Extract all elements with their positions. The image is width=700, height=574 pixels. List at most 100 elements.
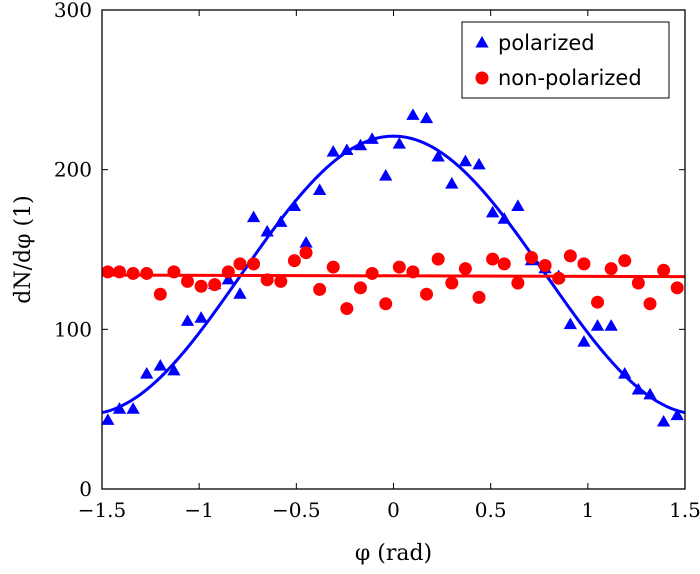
point-non-polarized bbox=[670, 281, 684, 295]
point-polarized bbox=[590, 319, 605, 331]
point-non-polarized bbox=[472, 290, 486, 304]
point-non-polarized bbox=[194, 279, 208, 293]
point-non-polarized bbox=[604, 262, 618, 276]
point-non-polarized bbox=[445, 276, 459, 290]
x-tick-label: 1.5 bbox=[669, 498, 700, 522]
point-non-polarized bbox=[497, 257, 511, 271]
point-polarized bbox=[656, 414, 671, 427]
point-polarized bbox=[287, 199, 302, 211]
point-non-polarized bbox=[420, 287, 434, 301]
point-non-polarized bbox=[233, 257, 247, 271]
point-non-polarized bbox=[299, 246, 313, 260]
point-non-polarized bbox=[287, 254, 301, 268]
point-polarized bbox=[631, 383, 646, 395]
point-non-polarized bbox=[618, 254, 632, 268]
point-non-polarized bbox=[208, 278, 222, 292]
point-non-polarized bbox=[643, 297, 657, 311]
point-polarized bbox=[472, 157, 486, 170]
y-tick-label: 100 bbox=[54, 317, 92, 341]
y-tick-labels: 0 100 200 300 bbox=[54, 0, 92, 501]
point-non-polarized bbox=[353, 281, 367, 295]
point-non-polarized bbox=[657, 263, 671, 277]
point-non-polarized bbox=[431, 252, 445, 266]
point-polarized bbox=[233, 287, 247, 299]
point-non-polarized bbox=[167, 265, 181, 279]
legend-marker-non-polarized bbox=[475, 71, 489, 85]
point-polarized bbox=[180, 314, 195, 326]
point-non-polarized bbox=[221, 265, 235, 279]
point-polarized bbox=[604, 319, 618, 331]
point-polarized bbox=[112, 402, 127, 414]
point-polarized bbox=[643, 387, 657, 400]
point-non-polarized bbox=[563, 249, 577, 263]
point-polarized bbox=[618, 367, 632, 379]
fit-curves bbox=[101, 134, 686, 415]
point-non-polarized bbox=[313, 282, 327, 296]
point-polarized bbox=[458, 154, 473, 167]
point-non-polarized bbox=[458, 262, 472, 276]
point-non-polarized bbox=[326, 260, 340, 274]
x-tick-labels: −1.5 −1 −0.5 0 0.5 1 1.5 bbox=[78, 498, 700, 522]
point-polarized bbox=[392, 137, 406, 149]
legend-marker-polarized bbox=[475, 36, 489, 48]
point-non-polarized bbox=[552, 271, 566, 285]
point-polarized bbox=[353, 138, 368, 151]
point-polarized bbox=[101, 413, 115, 425]
legend-box bbox=[461, 21, 670, 99]
y-axis-label: dN/dφ (1) bbox=[11, 195, 36, 303]
data-points bbox=[101, 108, 684, 427]
point-polarized bbox=[406, 108, 420, 120]
point-polarized bbox=[431, 149, 445, 162]
x-tick-label: −1 bbox=[184, 498, 213, 522]
point-non-polarized bbox=[260, 273, 274, 287]
point-non-polarized bbox=[112, 265, 126, 279]
point-polarized bbox=[577, 335, 591, 347]
point-non-polarized bbox=[577, 257, 591, 271]
x-tick-label: 0.5 bbox=[475, 498, 507, 522]
point-polarized bbox=[140, 367, 154, 379]
y-tick-label: 0 bbox=[79, 477, 92, 501]
legend-label: polarized bbox=[498, 31, 595, 55]
point-non-polarized bbox=[247, 257, 261, 271]
point-polarized bbox=[670, 408, 684, 421]
point-non-polarized bbox=[181, 274, 195, 288]
x-tick-label: −0.5 bbox=[272, 498, 321, 522]
point-non-polarized bbox=[511, 276, 525, 290]
x-tick-label: 0 bbox=[387, 498, 400, 522]
point-non-polarized bbox=[140, 266, 154, 280]
x-tick-label: −1.5 bbox=[78, 498, 127, 522]
point-non-polarized bbox=[591, 295, 605, 309]
legend: polarized non-polarized bbox=[461, 21, 670, 99]
point-polarized bbox=[379, 169, 393, 181]
x-tick-label: 1 bbox=[581, 498, 594, 522]
point-non-polarized bbox=[379, 297, 393, 311]
point-non-polarized bbox=[524, 250, 538, 264]
point-polarized bbox=[419, 111, 434, 124]
point-polarized bbox=[445, 177, 459, 189]
point-non-polarized bbox=[153, 287, 167, 301]
point-non-polarized bbox=[392, 260, 406, 274]
point-non-polarized bbox=[486, 252, 500, 266]
point-polarized bbox=[153, 359, 167, 371]
point-polarized bbox=[365, 132, 379, 144]
point-polarized bbox=[274, 215, 288, 227]
point-non-polarized bbox=[631, 276, 645, 290]
point-non-polarized bbox=[274, 274, 288, 288]
point-polarized bbox=[299, 236, 313, 248]
y-tick-label: 300 bbox=[54, 0, 92, 22]
point-polarized bbox=[194, 311, 208, 323]
point-non-polarized bbox=[406, 265, 420, 279]
point-polarized bbox=[326, 145, 340, 157]
point-non-polarized bbox=[340, 302, 354, 316]
point-polarized bbox=[340, 143, 354, 156]
point-polarized bbox=[313, 183, 327, 195]
x-axis-label: φ (rad) bbox=[355, 541, 432, 566]
point-polarized bbox=[485, 205, 500, 218]
point-non-polarized bbox=[538, 258, 552, 272]
point-non-polarized bbox=[126, 266, 140, 280]
point-polarized bbox=[167, 363, 181, 376]
point-polarized bbox=[126, 402, 140, 414]
fit-curve-polarized bbox=[101, 134, 686, 415]
point-polarized bbox=[511, 199, 525, 211]
